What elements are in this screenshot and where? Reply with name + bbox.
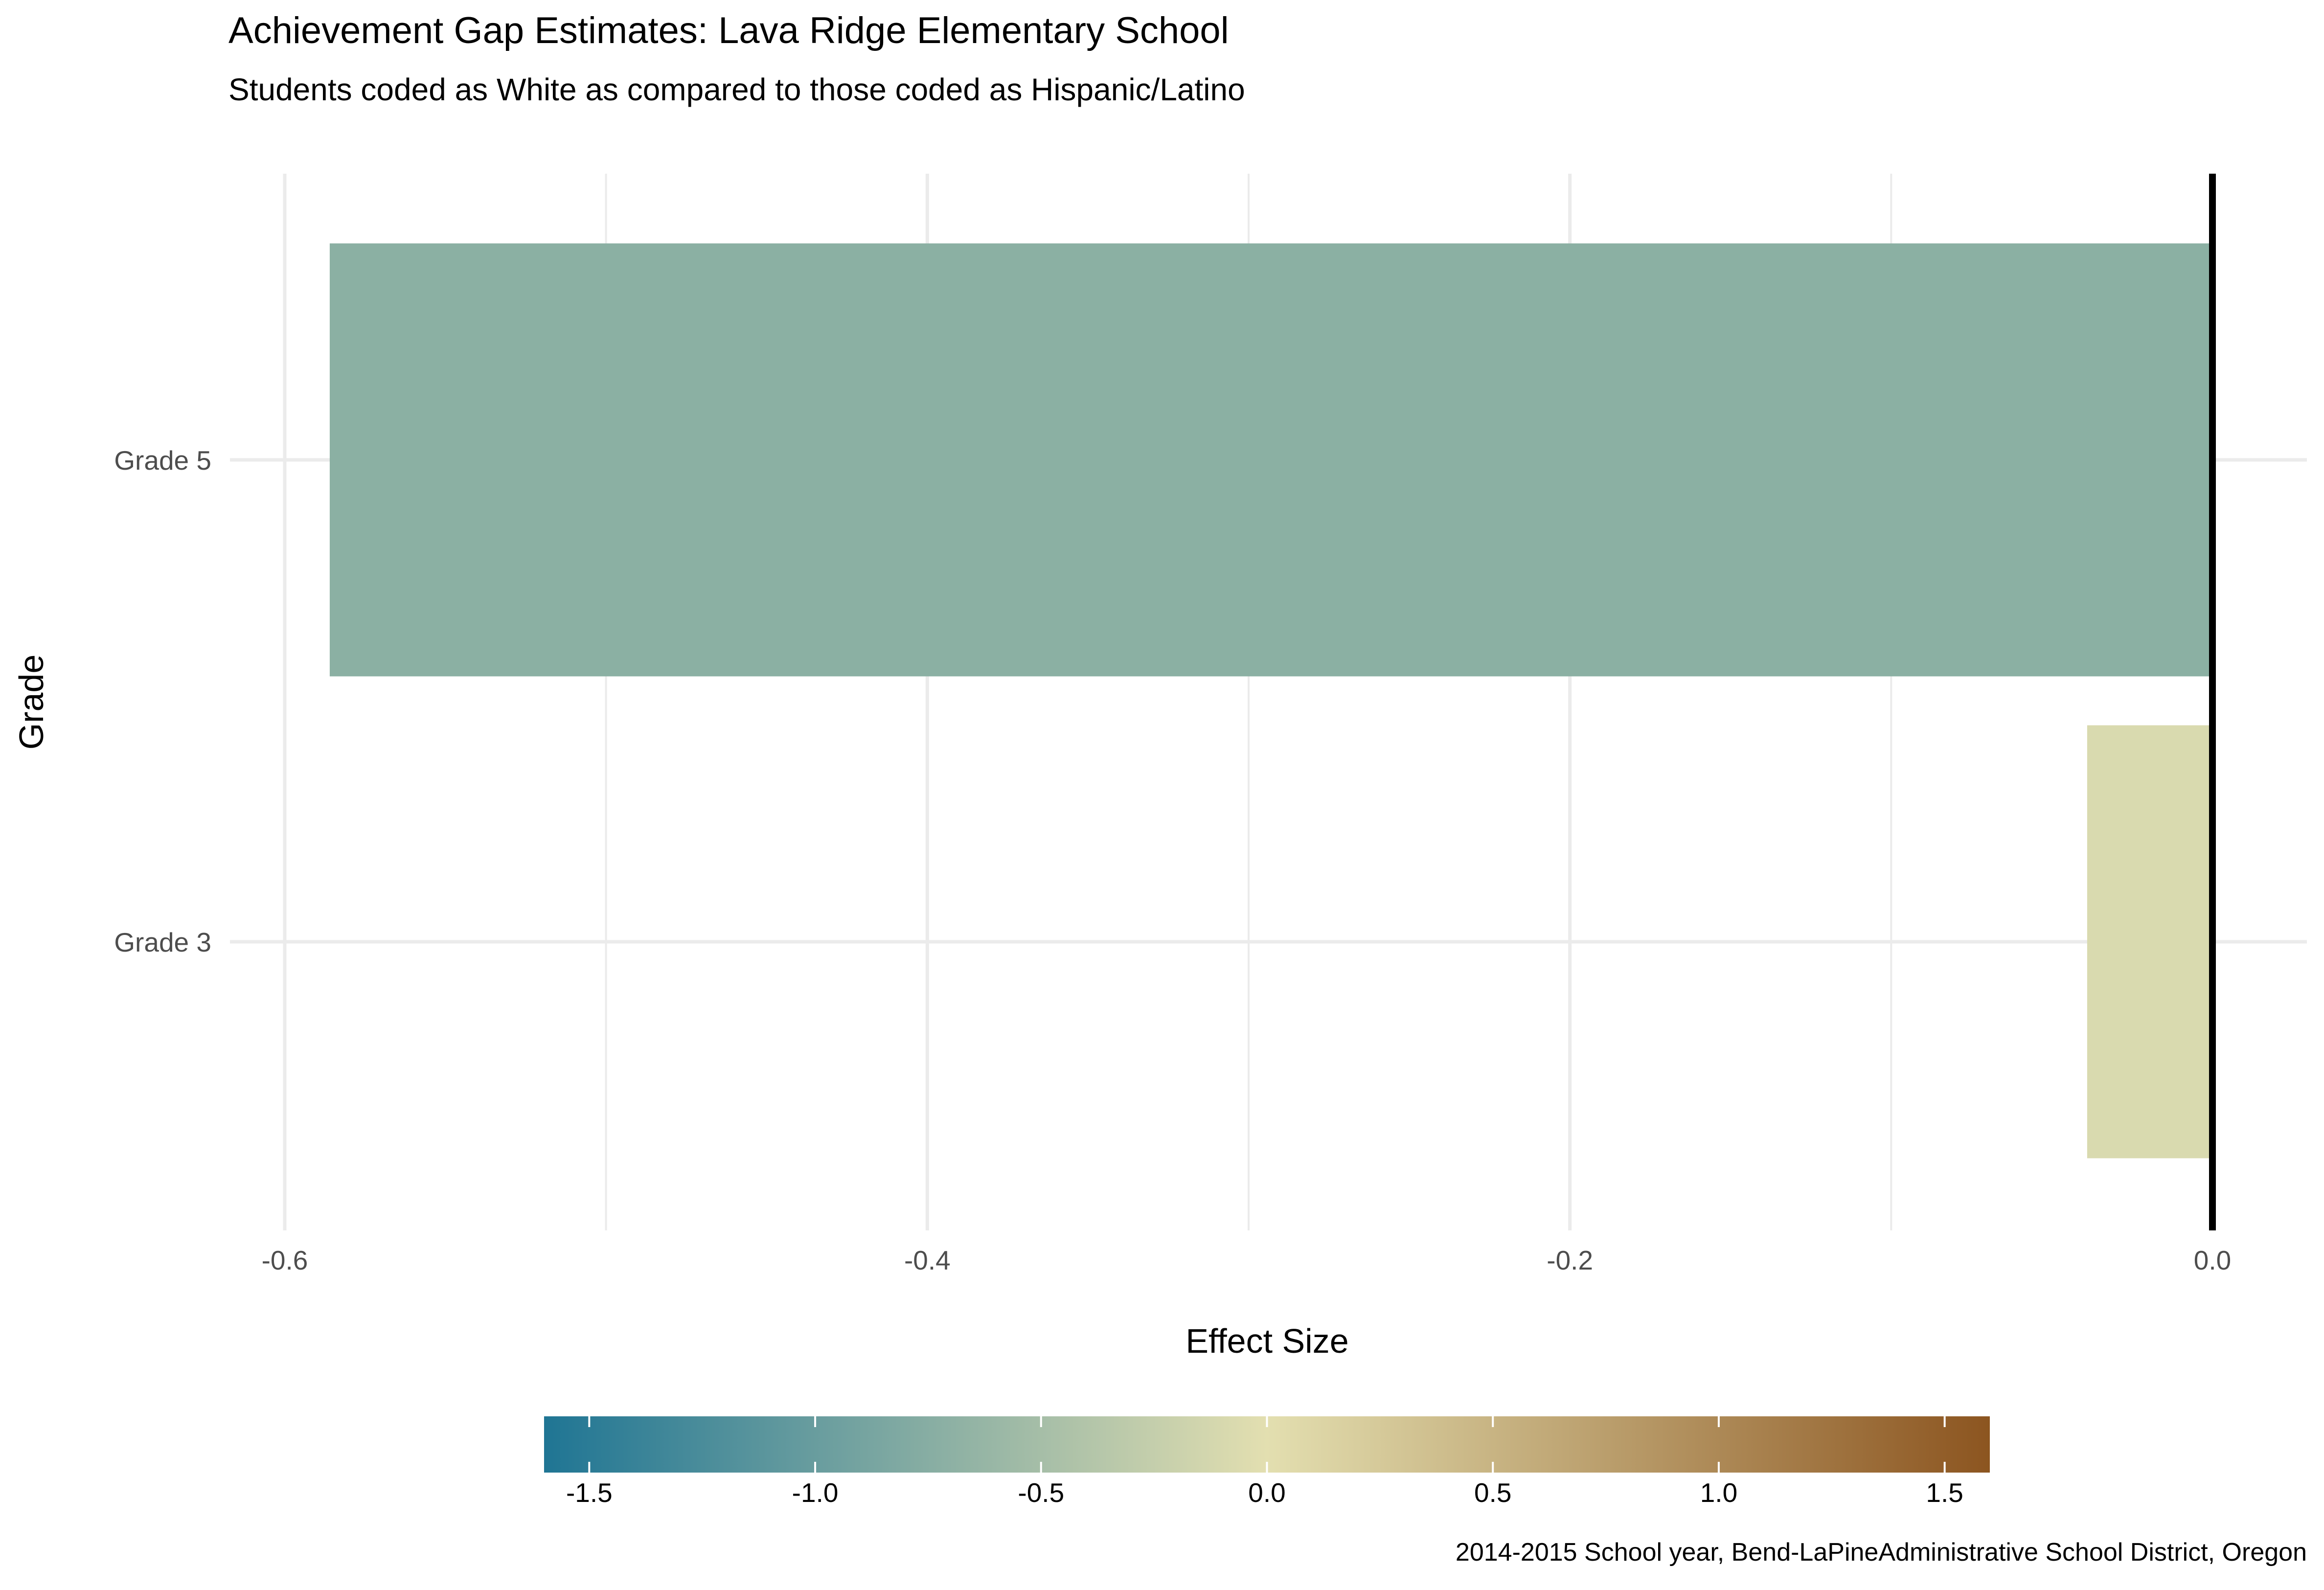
bars bbox=[329, 243, 2212, 1158]
y-tick-label: Grade 5 bbox=[114, 445, 211, 476]
y-axis-title: Grade bbox=[12, 655, 50, 750]
y-tick-labels: Grade 3 Grade 5 bbox=[114, 445, 211, 957]
chart-subtitle: Students coded as White as compared to t… bbox=[228, 72, 1245, 107]
x-tick-labels: -0.6 -0.4 -0.2 0.0 bbox=[262, 1245, 2232, 1275]
x-tick-label: -0.2 bbox=[1547, 1245, 1593, 1275]
x-tick-label: 0.0 bbox=[2194, 1245, 2231, 1275]
bar-grade-3 bbox=[2087, 725, 2212, 1158]
chart-title: Achievement Gap Estimates: Lava Ridge El… bbox=[228, 10, 1229, 51]
colorbar-tick-label: 1.5 bbox=[1926, 1477, 1963, 1508]
colorbar-tick-label: -1.5 bbox=[566, 1477, 613, 1508]
chart-caption: 2014-2015 School year, Bend-LaPineAdmini… bbox=[1456, 1538, 2307, 1567]
colorbar-tick-label: 1.0 bbox=[1700, 1477, 1737, 1508]
colorbar-tick-label: -0.5 bbox=[1018, 1477, 1064, 1508]
colorbar-tick-label: 0.5 bbox=[1474, 1477, 1511, 1508]
x-tick-label: -0.4 bbox=[904, 1245, 951, 1275]
bar-grade-5 bbox=[329, 243, 2212, 677]
y-tick-label: Grade 3 bbox=[114, 927, 211, 957]
x-axis-title: Effect Size bbox=[1185, 1322, 1348, 1360]
colorbar-tick-label: 0.0 bbox=[1248, 1477, 1285, 1508]
colorbar-legend: -1.5 -1.0 -0.5 0.0 0.5 1.0 1.5 bbox=[544, 1416, 1990, 1508]
x-tick-label: -0.6 bbox=[262, 1245, 308, 1275]
colorbar-tick-label: -1.0 bbox=[792, 1477, 839, 1508]
